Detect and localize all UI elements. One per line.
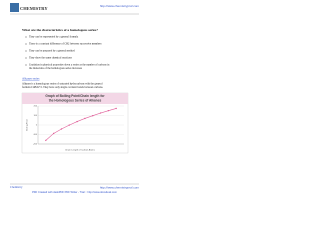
bullet-text: There is a constant difference of CH2 be… (29, 43, 102, 46)
bullet-dot (25, 43, 27, 45)
y-tick-label: 0 (36, 125, 38, 127)
data-point (99, 112, 102, 114)
data-point (92, 114, 94, 117)
bullet-text: They show the same chemical reactions (29, 57, 72, 60)
data-point (84, 117, 86, 120)
header-url[interactable]: http://www.chemistryprof.com (100, 4, 140, 8)
bullet-text: They can be represented by a general for… (29, 36, 79, 39)
data-line (45, 108, 117, 141)
data-point (76, 120, 78, 123)
data-point (107, 109, 110, 112)
y-axis-label: Boiling Point (26, 119, 29, 131)
paragraph-line: formula CnH2n+2. They have only single c… (22, 86, 103, 89)
y-tick-label: -100 (33, 134, 38, 136)
chart-title: Graph of Boiling Point/Chain length for (45, 94, 105, 98)
data-point (115, 107, 117, 110)
bullet-dot (25, 36, 27, 38)
bullet-text: Gradation in physical properties down a … (29, 64, 110, 67)
bullet-text: the molecules of the homologous series i… (29, 67, 82, 70)
bullet-list: They can be represented by a general for… (25, 36, 110, 70)
section-link[interactable]: Alkanes series (22, 77, 40, 81)
y-tick-label: -200 (33, 144, 38, 146)
logo (10, 3, 19, 12)
document: CHEMISTRY http://www.chemistryprof.com W… (10, 3, 140, 194)
page: {"header": {"title": "CHEMISTRY", "url":… (0, 0, 149, 198)
x-axis-label: Chain Length of Carbon Atoms (65, 149, 96, 152)
data-point (68, 124, 70, 126)
bullet-dot (25, 50, 27, 52)
y-tick-label: 200 (34, 106, 38, 108)
paragraph-line: Alkanes is a homologous series of satura… (22, 83, 103, 86)
question: What are the characteristics of a homolo… (22, 28, 98, 32)
chart-title-band (22, 93, 128, 104)
bullet-dot (25, 57, 27, 59)
pdf-notice: PDF Created with deskPDF PDF Writer - Tr… (32, 190, 117, 194)
data-point (52, 132, 55, 135)
chart: Graph of Boiling Point/Chain length for … (21, 92, 129, 154)
footer-right[interactable]: http://www.chemistryprof.com (100, 185, 140, 189)
y-tick-label: 100 (34, 115, 38, 117)
bullet-text: They can be prepared by a general method (29, 50, 75, 53)
bullet-dot (25, 64, 27, 66)
chart-subtitle: the Homologous Series of Alkanes (49, 98, 102, 102)
data-point (60, 128, 63, 130)
header-title: CHEMISTRY (20, 6, 48, 11)
paragraph: Alkanes is a homologous series of satura… (22, 83, 103, 90)
data-point (45, 139, 47, 142)
footer-left: Chemistry (10, 185, 23, 189)
